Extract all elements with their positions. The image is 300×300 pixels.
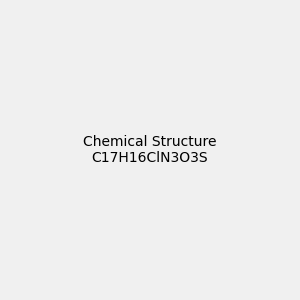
Text: Chemical Structure
C17H16ClN3O3S: Chemical Structure C17H16ClN3O3S bbox=[83, 135, 217, 165]
